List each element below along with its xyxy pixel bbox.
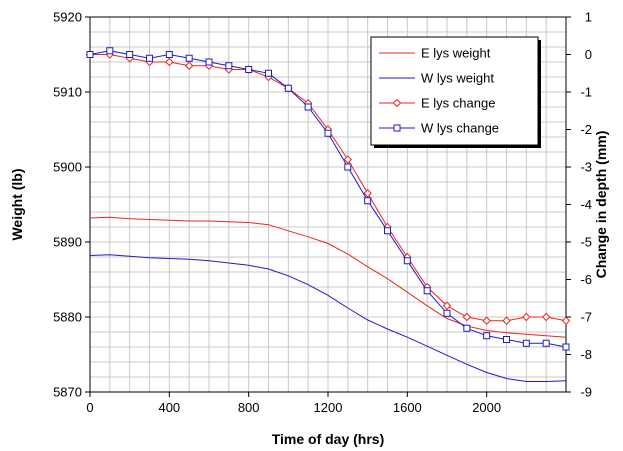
right-y-tick-label: -1 [580, 85, 592, 100]
right-y-tick-label: -2 [580, 122, 592, 137]
data-point-square [146, 54, 153, 62]
series-e-lys-weight [89, 216, 567, 338]
data-point-square [364, 197, 372, 205]
data-point-diamond [343, 155, 353, 164]
legend-swatch-square [393, 124, 401, 132]
left-y-tick-label: 5890 [53, 235, 82, 250]
data-point-square [265, 69, 272, 77]
data-point-square [562, 343, 570, 351]
data-point-square [324, 129, 332, 137]
data-point-square [185, 54, 193, 62]
x-tick-label: 0 [86, 400, 93, 415]
data-point-diamond [541, 312, 551, 322]
legend-item-w-lys-weight: W lys weight [379, 71, 494, 86]
legend: E lys weight W lys weight E lys change W ly… [370, 36, 541, 148]
left-y-tick-label: 5880 [53, 310, 82, 325]
x-tick-label: 2000 [472, 400, 501, 415]
data-point-diamond [184, 61, 194, 70]
data-point-square [463, 324, 471, 332]
legend-label: E lys weight [421, 46, 491, 61]
left-y-tick-label: 5910 [53, 85, 82, 100]
data-point-square [423, 287, 431, 295]
right-y-tick-label: -3 [580, 160, 592, 175]
data-point-diamond [462, 312, 472, 322]
data-point-square [86, 51, 94, 58]
legend-item-w-lys-change: W lys change [379, 121, 499, 136]
legend-items: E lys weight W lys weight E lys change W ly… [379, 46, 499, 136]
legend-item-e-lys-weight: E lys weight [379, 46, 491, 61]
data-point-square [245, 66, 253, 73]
x-tick-label: 1600 [393, 400, 422, 415]
right-y-tick-label: 1 [585, 10, 592, 25]
data-point-square [165, 51, 173, 58]
data-point-diamond [165, 57, 174, 67]
data-point-diamond [502, 316, 511, 325]
series-line [89, 216, 567, 338]
right-y-axis-title: Change in depth (mm) [593, 131, 609, 279]
data-point-square [403, 257, 411, 265]
series-layer [85, 47, 571, 382]
series-w-lys-weight [89, 254, 567, 382]
left-y-tick-label: 5920 [53, 10, 82, 25]
data-point-square [522, 339, 530, 347]
data-point-square [483, 332, 491, 340]
right-y-tick-label: -9 [580, 385, 592, 400]
x-tick-label: 400 [158, 400, 180, 415]
series-line [89, 254, 567, 382]
legend-swatch-diamond [392, 98, 402, 108]
data-point-square [106, 47, 114, 55]
legend-item-e-lys-change: E lys change [379, 96, 495, 111]
right-y-tick-label: -7 [580, 310, 592, 325]
data-point-square [443, 309, 451, 317]
right-y-tick-label: 0 [585, 47, 592, 62]
axes-layer: 0 400 800 1200 1600 2000 5870 5880 5890 5900 5910 5… [53, 10, 592, 416]
legend-label: W lys weight [421, 71, 494, 86]
data-point-square [205, 58, 213, 66]
data-point-square [284, 84, 292, 92]
series-w-lys-change [86, 47, 570, 351]
data-point-diamond [363, 189, 372, 198]
data-point-square [304, 103, 312, 111]
left-y-tick-label: 5870 [53, 385, 82, 400]
x-tick-label: 800 [238, 400, 260, 415]
right-y-tick-label: -8 [580, 347, 592, 362]
left-y-axis-title: Weight (lb) [9, 168, 25, 240]
left-y-tick-label: 5900 [53, 160, 82, 175]
x-tick-label: 1200 [314, 400, 343, 415]
data-point-diamond [561, 316, 571, 325]
data-point-square [126, 51, 134, 58]
data-point-square [225, 62, 233, 70]
data-point-square [503, 336, 510, 343]
data-point-diamond [442, 301, 452, 310]
right-y-tick-label: -5 [580, 235, 592, 250]
data-point-square [344, 163, 352, 171]
data-point-diamond [522, 312, 531, 322]
x-axis-title: Time of day (hrs) [272, 431, 385, 447]
right-y-tick-label: -4 [580, 197, 592, 212]
legend-label: W lys change [421, 121, 499, 136]
legend-label: E lys change [421, 96, 495, 111]
data-point-square [542, 339, 550, 347]
data-point-diamond [482, 316, 491, 325]
right-y-tick-label: -6 [580, 272, 592, 287]
data-point-square [384, 227, 391, 235]
